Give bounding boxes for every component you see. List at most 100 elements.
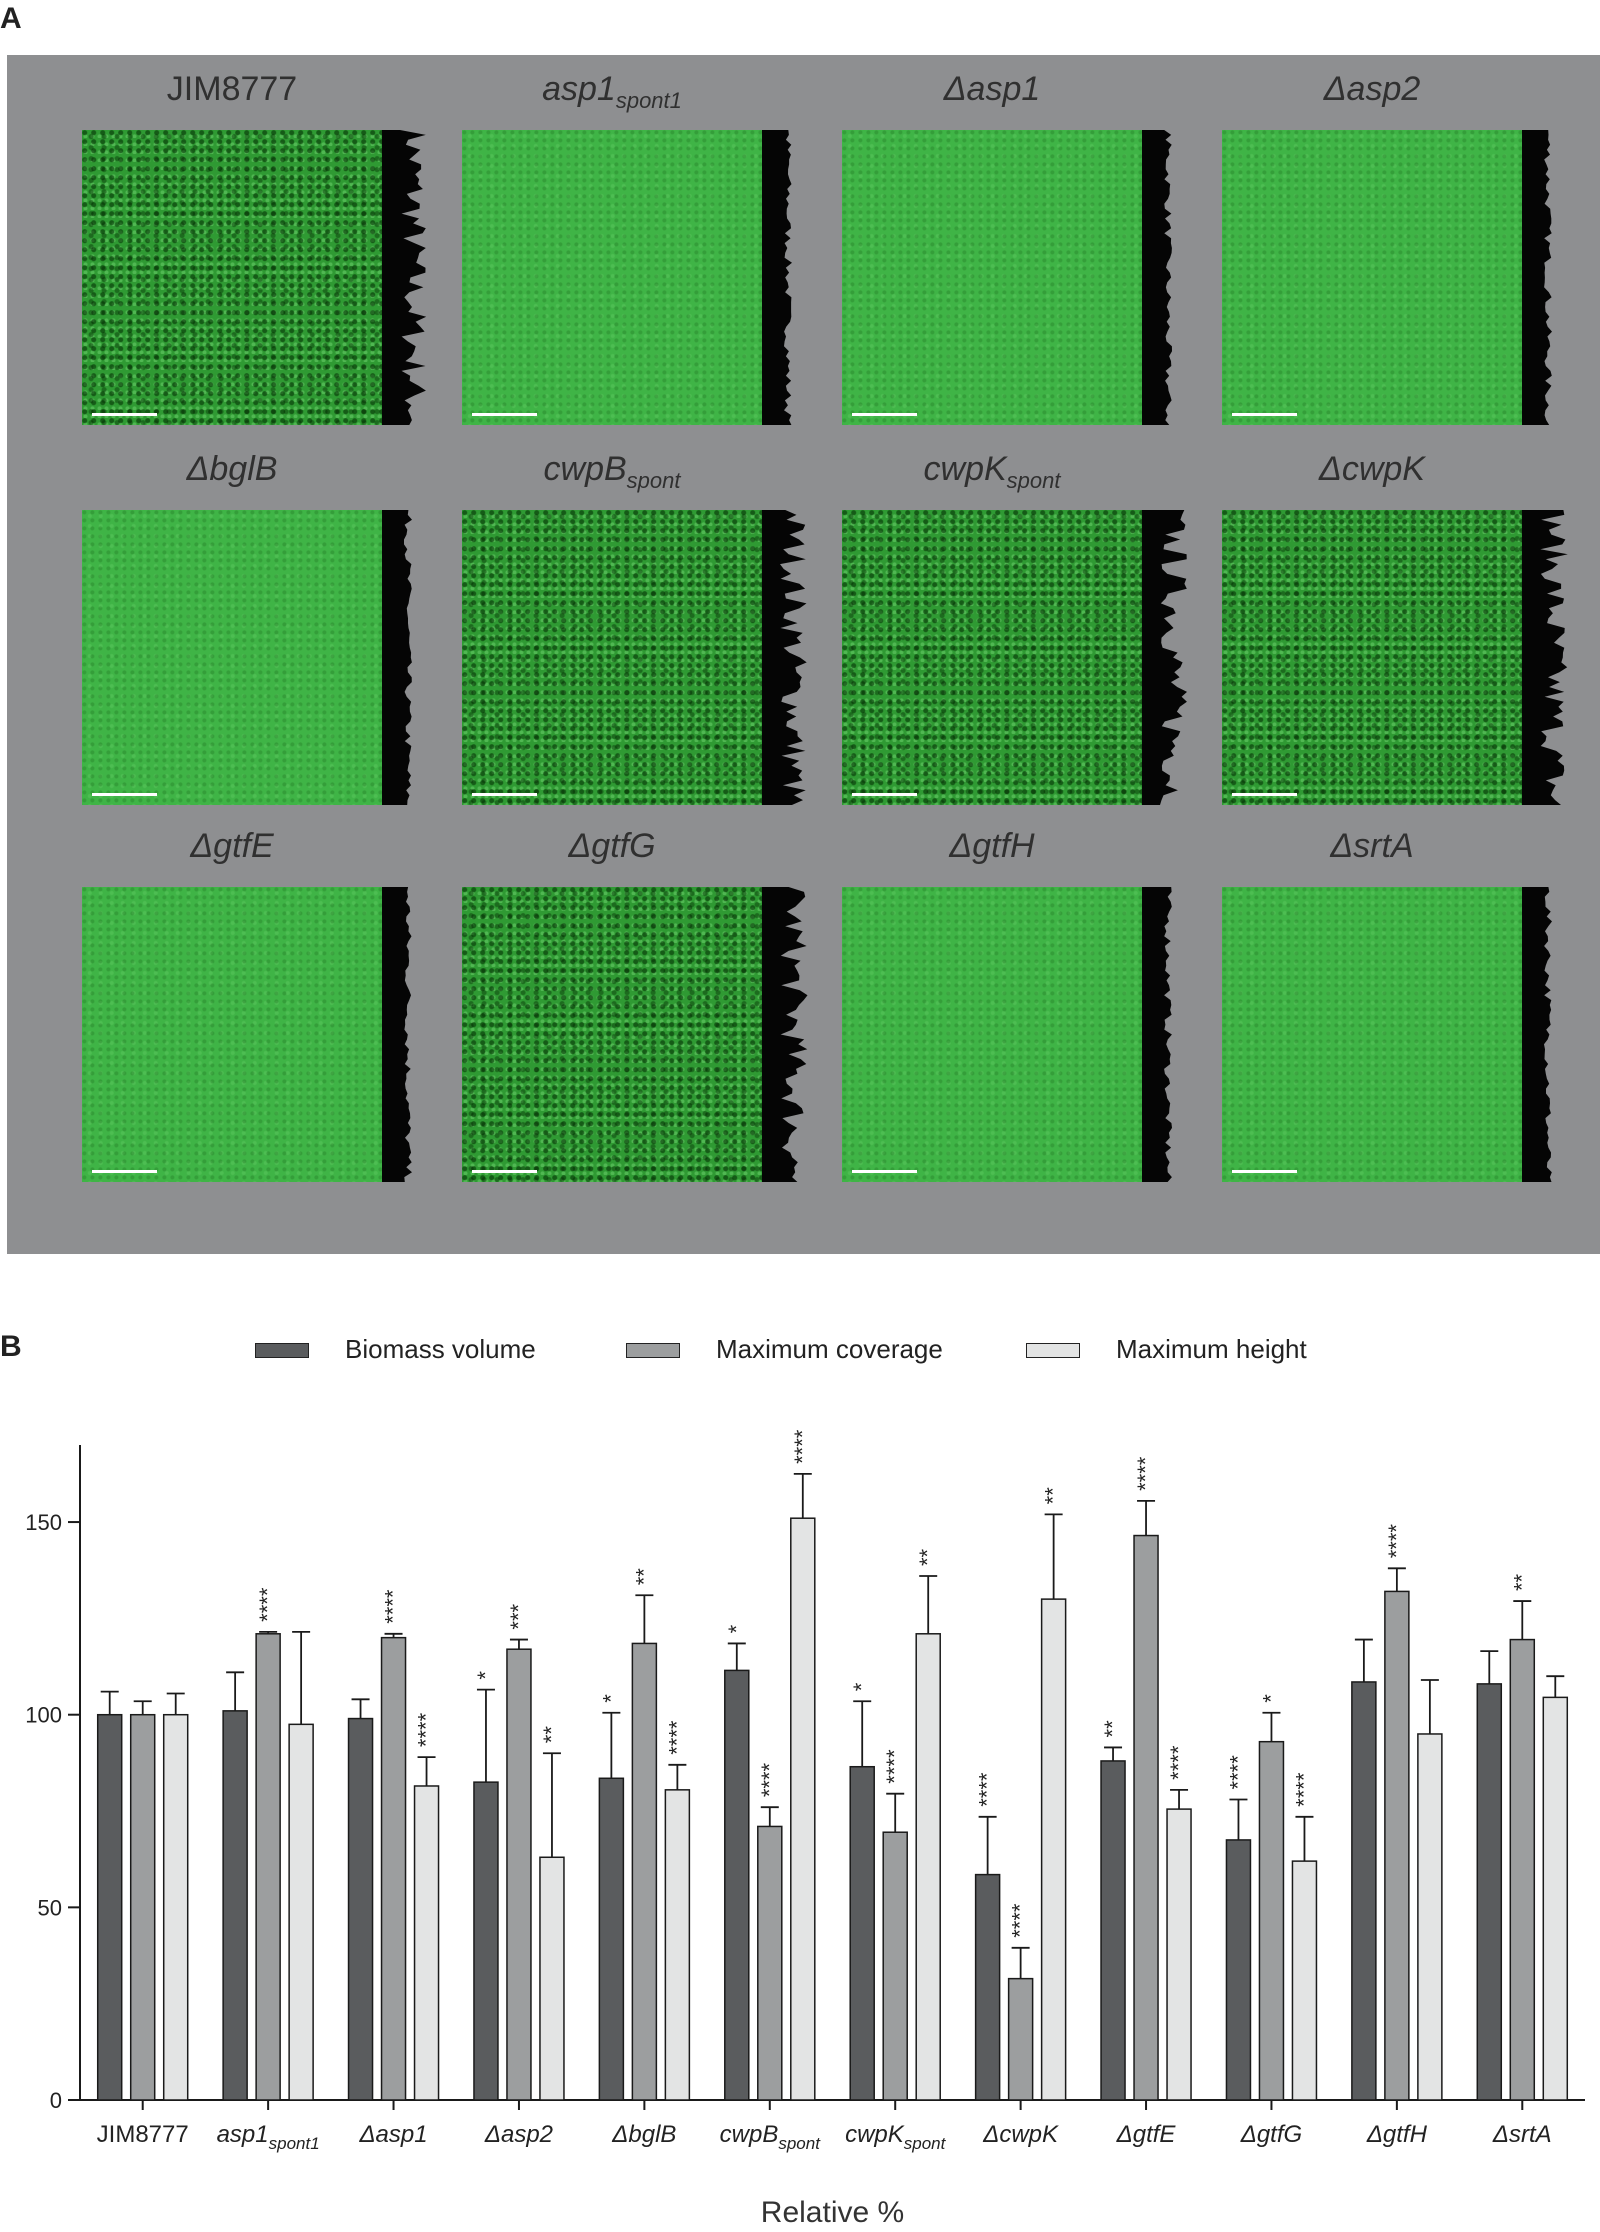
scale-bar: [852, 1170, 917, 1173]
image-title-text: ΔcwpK: [1319, 450, 1425, 488]
image-title-text: ΔgtfG: [568, 827, 656, 865]
image-title-subscript: spont: [626, 467, 681, 493]
biofilm-image-tile: asp1spont1: [462, 70, 812, 435]
significance-label: ***: [506, 1603, 531, 1629]
depth-profile-shape: [382, 887, 412, 1182]
bar: [882, 1831, 908, 2101]
bar: [413, 1785, 440, 2101]
depth-profile-shape: [382, 130, 427, 425]
depth-profile-strip: [1142, 887, 1172, 1182]
depth-profile-shape: [1522, 510, 1568, 805]
significance-label: ****: [1225, 1755, 1250, 1790]
x-tick-label: Δasp1: [358, 2121, 427, 2148]
biofilm-confocal-image: [842, 510, 1142, 805]
scale-bar: [1232, 793, 1297, 796]
image-title-text: ΔgtfE: [190, 827, 274, 865]
bar: [1166, 1808, 1192, 2101]
significance-label: ****: [255, 1587, 280, 1622]
biofilm-confocal-image: [842, 130, 1142, 425]
bar: [1351, 1681, 1377, 2101]
x-tick-label: ΔgtfE: [1116, 2121, 1177, 2148]
depth-profile-shape: [762, 887, 808, 1182]
significance-label: **: [631, 1568, 656, 1586]
biofilm-image-tile: Δasp1: [842, 70, 1192, 435]
biofilm-image-tile: ΔcwpK: [1222, 450, 1572, 815]
y-tick-label: 150: [25, 1510, 62, 1535]
biofilm-image-tile: Δasp2: [1222, 70, 1572, 435]
x-tick-label: cwpKspont: [845, 2121, 947, 2153]
significance-label: ****: [414, 1712, 439, 1747]
image-title-text: cwpK: [923, 450, 1007, 488]
image-title-text: ΔgtfH: [949, 827, 1035, 865]
panel-b-label: B: [0, 1330, 22, 1363]
image-title: ΔsrtA: [1222, 827, 1522, 866]
scale-bar: [472, 413, 537, 416]
significance-label: ****: [1008, 1903, 1033, 1938]
y-tick-label: 0: [50, 2088, 62, 2113]
bar: [96, 1713, 123, 2101]
bar: [915, 1633, 941, 2101]
significance-label: ****: [1133, 1456, 1158, 1491]
depth-profile-strip: [382, 130, 427, 425]
bar: [1040, 1598, 1067, 2101]
significance-label: **: [915, 1548, 940, 1566]
image-title: ΔcwpK: [1222, 450, 1522, 489]
image-title: ΔbglB: [82, 450, 382, 489]
biofilm-confocal-image: [82, 130, 382, 425]
biofilm-image-tile: ΔbglB: [82, 450, 432, 815]
depth-profile-shape: [1142, 130, 1172, 425]
bar: [1509, 1638, 1536, 2101]
bar: [473, 1781, 499, 2101]
significance-label: ****: [1291, 1772, 1316, 1807]
biofilm-image-tile: ΔgtfH: [842, 827, 1192, 1192]
x-tick-label: ΔgtfH: [1366, 2121, 1428, 2148]
x-tick-label: ΔgtfG: [1240, 2121, 1302, 2148]
depth-profile-strip: [1522, 130, 1552, 425]
bar: [162, 1713, 189, 2101]
bar: [790, 1517, 816, 2101]
biofilm-image-tile: ΔgtfG: [462, 827, 812, 1192]
image-title: Δasp1: [842, 70, 1142, 109]
bar: [1258, 1740, 1285, 2101]
microscopy-panel: JIM8777 asp1spont1 Δasp1 Δasp2 ΔbglB cwpBspon…: [7, 55, 1600, 1254]
scale-bar: [92, 1170, 157, 1173]
depth-profile-strip: [1142, 510, 1187, 805]
bar-chart-panel: B Biomass volume Maximum coverage Maximum …: [0, 1300, 1600, 2232]
image-title-text: JIM8777: [166, 70, 298, 108]
biofilm-confocal-image: [462, 130, 762, 425]
bar: [539, 1856, 565, 2101]
bar: [380, 1636, 407, 2101]
bar: [1384, 1590, 1410, 2101]
significance-label: *: [473, 1671, 498, 1680]
image-title: Δasp2: [1222, 70, 1522, 109]
depth-profile-shape: [762, 510, 807, 805]
panel-a-label: A: [0, 2, 22, 35]
biofilm-confocal-image: [462, 887, 762, 1182]
bar: [1133, 1534, 1159, 2101]
significance-label: ****: [664, 1720, 689, 1755]
bar: [288, 1723, 314, 2101]
bar: [1417, 1733, 1443, 2101]
depth-profile-strip: [1142, 130, 1172, 425]
significance-label: *: [849, 1682, 874, 1691]
bar: [598, 1777, 625, 2101]
scale-bar: [852, 413, 917, 416]
biofilm-confocal-image: [842, 887, 1142, 1182]
scale-bar: [92, 413, 157, 416]
significance-label: *: [1258, 1694, 1283, 1703]
depth-profile-strip: [382, 887, 412, 1182]
biofilm-confocal-image: [1222, 510, 1522, 805]
image-title-text: asp1: [542, 70, 616, 108]
significance-label: **: [1509, 1573, 1534, 1591]
scale-bar: [92, 793, 157, 796]
x-tick-label: ΔcwpK: [982, 2121, 1059, 2148]
image-title-subscript: spont: [1006, 467, 1061, 493]
legend-label: Maximum coverage: [716, 1334, 943, 1364]
bar: [1225, 1839, 1252, 2101]
depth-profile-shape: [1522, 887, 1552, 1182]
scale-bar: [472, 1170, 537, 1173]
significance-label: ****: [381, 1589, 406, 1624]
image-title-subscript: spont1: [615, 87, 682, 113]
depth-profile-shape: [1522, 130, 1552, 425]
